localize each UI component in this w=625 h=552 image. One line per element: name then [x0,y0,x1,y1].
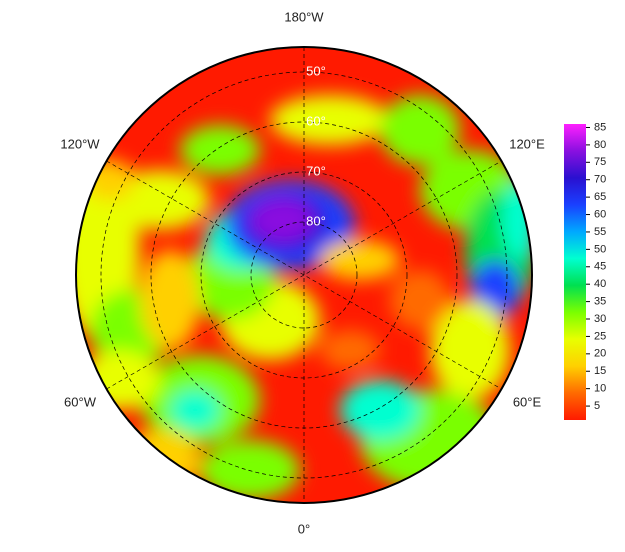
field-patch [320,240,400,280]
field-patch [390,270,450,330]
colorbar-tick-label: 15 [594,365,606,377]
field-patch [320,330,380,370]
colorbar-tick-label: 65 [594,191,606,203]
colorbar-tick-label: 50 [594,243,606,255]
colorbar-tick-label: 60 [594,208,606,220]
colorbar-tick-label: 75 [594,156,606,168]
field-patch [502,180,532,260]
field-patch [120,430,200,490]
colorbar-tick-label: 30 [594,313,606,325]
field-patch [140,250,200,350]
colorbar-tick-label: 10 [594,383,606,395]
colorbar-tick-label: 70 [594,174,606,186]
field-patch [200,440,300,500]
data-field [76,47,532,503]
field-patch [85,160,135,200]
colorbar-tick-label: 35 [594,296,606,308]
graticule [100,47,508,503]
colorbar-tick-label: 45 [594,261,606,273]
lon-label: 60°E [513,394,542,409]
colorbar-tick-label: 80 [594,139,606,151]
lat-label: 80° [306,213,326,228]
colorbar-tick-label: 40 [594,278,606,290]
colorbar-tick-label: 85 [594,121,606,133]
field-patch [250,198,314,242]
lat-label: 60° [306,113,326,128]
field-patch [180,125,260,175]
lon-label: 60°W [64,394,97,409]
lon-label: 180°W [284,9,324,24]
colorbar-tick-label: 55 [594,226,606,238]
lat-label: 50° [306,63,326,78]
lon-label: 120°W [60,136,100,151]
lon-label: 0° [298,521,310,536]
field-patch [270,95,390,145]
field-patch [110,170,210,230]
lat-label: 70° [306,163,326,178]
lon-label: 120°E [509,136,545,151]
field-patch [340,380,420,440]
field-patch [170,390,220,430]
field-patch [430,300,510,400]
map-border [75,46,533,504]
colorbar-tick-label: 25 [594,330,606,342]
meridian [106,160,502,390]
colorbar-tick-label: 20 [594,348,606,360]
colorbar: 5 10 15 20 25 30 35 40 45 50 55 60 65 70 75 80 85 [564,121,606,420]
colorbar-ramp [564,124,586,420]
parallel [250,221,358,329]
colorbar-tick-label: 5 [594,400,600,412]
field-patch [380,95,460,165]
